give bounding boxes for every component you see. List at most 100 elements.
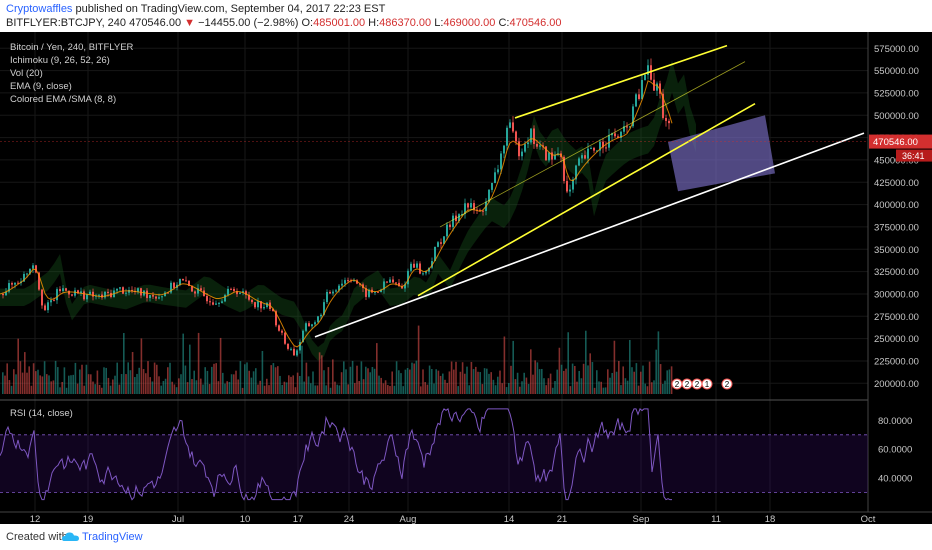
candle-body xyxy=(407,270,409,285)
volume-bar xyxy=(483,368,486,394)
volume-bar xyxy=(164,378,167,394)
candle-body xyxy=(458,214,460,222)
volume-bar xyxy=(437,370,440,394)
volume-bar xyxy=(521,381,523,394)
volume-bar xyxy=(446,382,448,394)
candle-body xyxy=(296,350,298,356)
volume-bar xyxy=(134,377,136,394)
volume-bar xyxy=(525,377,528,394)
volume-bar xyxy=(171,381,173,394)
candle-body xyxy=(644,74,646,81)
volume-bar xyxy=(417,325,420,394)
price-tick-label: 225000.00 xyxy=(874,356,919,367)
author-link[interactable]: Cryptowaffles xyxy=(6,3,73,15)
candle-body xyxy=(467,203,469,208)
volume-bar xyxy=(626,380,629,394)
volume-bar xyxy=(345,369,347,394)
volume-bar xyxy=(670,366,673,394)
candle-body xyxy=(272,309,274,312)
time-tick-label: Jul xyxy=(172,514,184,524)
price-axis: 200000.00 225000.00 250000.00 275000.00 3000… xyxy=(874,44,919,390)
candle-body xyxy=(470,203,472,208)
volume-bar xyxy=(453,369,455,394)
volume-bar xyxy=(323,370,325,394)
price-chart[interactable]: 2 2 2 1 2 200000.00225000.00250000.00275000.0… xyxy=(0,32,932,525)
volume-bar xyxy=(534,360,536,394)
candle-body xyxy=(575,165,577,180)
volume-bar xyxy=(142,369,145,394)
candle-body xyxy=(77,290,79,294)
symbol-line: BITFLYER:BTCJPY, 240 470546.00 ▼ −14455.… xyxy=(6,17,561,29)
volume-bar xyxy=(415,360,418,394)
candle-body xyxy=(119,287,121,289)
candle-body xyxy=(416,263,418,268)
candle-body xyxy=(605,147,607,149)
candle-body xyxy=(380,289,382,292)
volume-bar xyxy=(81,364,83,394)
chart-area[interactable]: 2 2 2 1 2 200000.00 225000.00 250000.00 275000.0… xyxy=(0,32,932,525)
volume-bar xyxy=(63,367,66,394)
candle-body xyxy=(17,282,19,284)
candle-body xyxy=(98,294,100,296)
price-tick-label: 350000.00 xyxy=(874,245,919,256)
volume-bar xyxy=(369,372,371,394)
candle-body xyxy=(200,288,202,291)
candle-body xyxy=(317,316,319,323)
candle-body xyxy=(2,293,4,296)
candle-body xyxy=(545,146,547,161)
candle-body xyxy=(506,127,508,146)
volume-bar xyxy=(398,370,400,394)
volume-bar xyxy=(505,387,508,394)
tradingview-brand[interactable]: TradingView xyxy=(82,531,143,543)
volume-bar xyxy=(624,378,627,394)
candle-body xyxy=(236,291,238,295)
volume-bar xyxy=(98,384,101,394)
volume-bar xyxy=(598,381,600,394)
volume-bar xyxy=(208,384,211,394)
volume-bar xyxy=(560,364,563,394)
volume-bar xyxy=(666,370,668,394)
candle-body xyxy=(629,126,631,128)
candle-body xyxy=(305,323,307,331)
volume-bar xyxy=(448,371,451,394)
candle-body xyxy=(74,290,76,296)
candle-body xyxy=(491,182,493,190)
volume-bar xyxy=(37,369,39,394)
volume-bar xyxy=(28,366,30,394)
time-tick-label: 17 xyxy=(293,514,304,524)
volume-bar xyxy=(290,376,292,394)
volume-bar xyxy=(292,375,294,394)
candle-body xyxy=(215,303,217,305)
candle-body xyxy=(71,294,73,296)
volume-bar xyxy=(173,384,176,394)
volume-bar xyxy=(250,377,253,394)
created-with-text: Created with xyxy=(6,531,68,543)
volume-bar xyxy=(8,380,11,394)
candle-body xyxy=(527,142,529,145)
volume-bar xyxy=(563,370,565,394)
candle-body xyxy=(299,342,301,351)
volume-bar xyxy=(653,380,655,394)
price-tick-label: 250000.00 xyxy=(874,334,919,345)
candle-body xyxy=(53,300,55,302)
volume-bar xyxy=(167,367,169,394)
candle-body xyxy=(137,288,139,292)
volume-bar xyxy=(17,338,19,394)
volume-bar xyxy=(411,362,413,394)
price-tick-label: 525000.00 xyxy=(874,88,919,99)
candle-body xyxy=(218,302,220,304)
volume-bar xyxy=(435,369,437,394)
volume-bar xyxy=(219,337,222,394)
candle-body xyxy=(584,155,586,159)
volume-bar xyxy=(96,370,99,394)
volume-bar xyxy=(574,365,576,394)
candle-body xyxy=(59,289,61,292)
candle-body xyxy=(224,294,226,302)
volume-bar xyxy=(197,332,200,394)
volume-bar xyxy=(312,371,314,394)
volume-bar xyxy=(629,339,631,394)
candle-body xyxy=(443,236,445,244)
candle-body xyxy=(449,224,451,228)
volume-bar xyxy=(347,384,349,394)
legend-entry: EMA (9, close) xyxy=(10,81,72,92)
